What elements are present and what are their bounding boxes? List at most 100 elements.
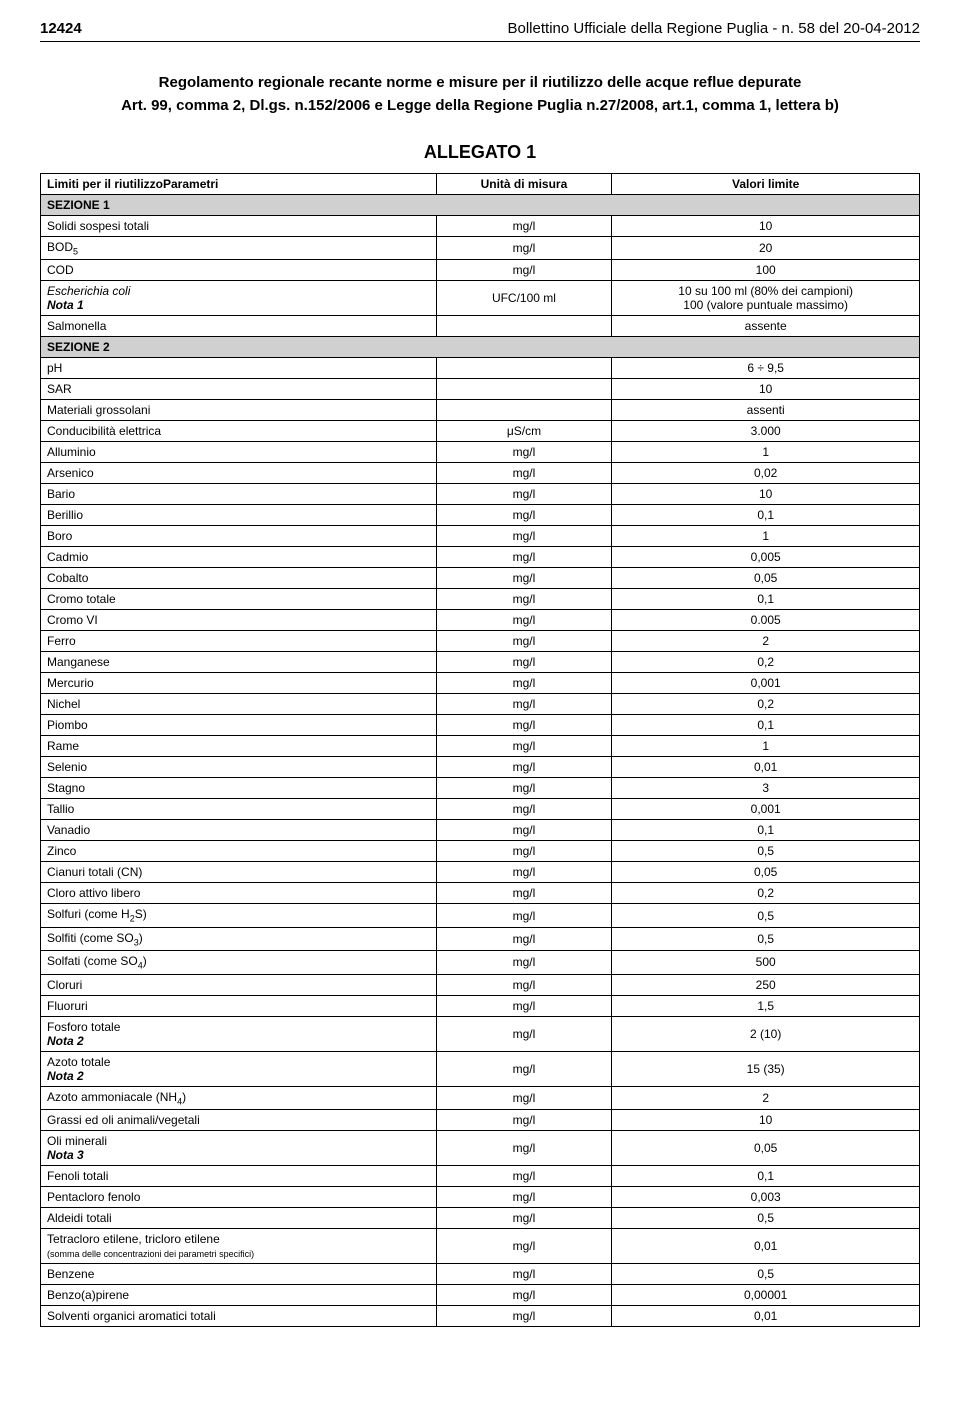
table-row: Cromo totalemg/l0,1 [41,589,920,610]
unit-cell: mg/l [436,1086,612,1109]
table-row: pH 6 ÷ 9,5 [41,358,920,379]
table-row: Azoto ammoniacale (NH4)mg/l2 [41,1086,920,1109]
param-cell: Pentacloro fenolo [41,1186,437,1207]
regulation-title: Regolamento regionale recante norme e mi… [40,72,920,117]
table-row: Stagnomg/l3 [41,778,920,799]
unit-cell: mg/l [436,799,612,820]
unit-cell: mg/l [436,1186,612,1207]
unit-cell [436,358,612,379]
title-line2: Art. 99, comma 2, Dl.gs. n.152/2006 e Le… [40,95,920,118]
unit-cell: UFC/100 ml [436,281,612,316]
table-row: Arsenicomg/l0,02 [41,463,920,484]
param-cell: Solventi organici aromatici totali [41,1305,437,1326]
value-cell: 0,01 [612,757,920,778]
unit-cell: mg/l [436,995,612,1016]
header-parametri: Limiti per il riutilizzoParametri [41,174,437,195]
unit-cell: mg/l [436,1207,612,1228]
param-cell: Fluoruri [41,995,437,1016]
unit-cell: mg/l [436,1305,612,1326]
table-row: Oli mineraliNota 3mg/l0,05 [41,1130,920,1165]
value-cell: 0,001 [612,799,920,820]
param-cell: Tetracloro etilene, tricloro etilene(som… [41,1228,437,1263]
param-cell: Solfuri (come H2S) [41,904,437,927]
table-row: Aldeidi totalimg/l0,5 [41,1207,920,1228]
value-cell: 1 [612,442,920,463]
table-row: Alluminiomg/l1 [41,442,920,463]
unit-cell: mg/l [436,1051,612,1086]
value-cell: 6 ÷ 9,5 [612,358,920,379]
value-cell: 2 [612,631,920,652]
value-cell: 0,05 [612,568,920,589]
param-cell: Materiali grossolani [41,400,437,421]
param-cell: Cromo totale [41,589,437,610]
unit-cell: mg/l [436,974,612,995]
param-cell: Fenoli totali [41,1165,437,1186]
value-cell: 0,1 [612,820,920,841]
param-cell: Cromo VI [41,610,437,631]
section-label: SEZIONE 2 [41,337,920,358]
allegato-heading: ALLEGATO 1 [40,142,920,163]
unit-cell: mg/l [436,1263,612,1284]
unit-cell: mg/l [436,1165,612,1186]
table-row: Clorurimg/l250 [41,974,920,995]
table-row: Berilliomg/l0,1 [41,505,920,526]
value-cell: 0,1 [612,1165,920,1186]
unit-cell: μS/cm [436,421,612,442]
value-cell: 0,1 [612,715,920,736]
table-row: Salmonellaassente [41,316,920,337]
value-cell: assenti [612,400,920,421]
param-cell: pH [41,358,437,379]
value-cell: 0,00001 [612,1284,920,1305]
unit-cell: mg/l [436,260,612,281]
value-cell: 1 [612,526,920,547]
table-row: Solfuri (come H2S)mg/l0,5 [41,904,920,927]
unit-cell: mg/l [436,568,612,589]
value-cell: 0,05 [612,1130,920,1165]
value-cell: 0,2 [612,883,920,904]
unit-cell: mg/l [436,1016,612,1051]
unit-cell: mg/l [436,589,612,610]
value-cell: 0,001 [612,673,920,694]
unit-cell: mg/l [436,694,612,715]
value-cell: 10 su 100 ml (80% dei campioni)100 (valo… [612,281,920,316]
param-cell: Rame [41,736,437,757]
param-cell: Grassi ed oli animali/vegetali [41,1109,437,1130]
value-cell: 0,5 [612,1263,920,1284]
value-cell: 0,003 [612,1186,920,1207]
value-cell: 10 [612,379,920,400]
table-row: Fluorurimg/l1,5 [41,995,920,1016]
unit-cell: mg/l [436,757,612,778]
unit-cell: mg/l [436,1284,612,1305]
table-row: Cloro attivo liberomg/l0,2 [41,883,920,904]
value-cell: 3.000 [612,421,920,442]
param-cell: Zinco [41,841,437,862]
unit-cell [436,316,612,337]
param-cell: Ferro [41,631,437,652]
value-cell: 500 [612,951,920,974]
table-row: Azoto totaleNota 2mg/l15 (35) [41,1051,920,1086]
param-cell: Escherichia coliNota 1 [41,281,437,316]
unit-cell: mg/l [436,526,612,547]
param-cell: Tallio [41,799,437,820]
param-cell: Boro [41,526,437,547]
param-cell: Cloro attivo libero [41,883,437,904]
table-row: Materiali grossolani assenti [41,400,920,421]
param-cell: Azoto ammoniacale (NH4) [41,1086,437,1109]
unit-cell: mg/l [436,652,612,673]
title-line1: Regolamento regionale recante norme e mi… [40,72,920,95]
param-cell: Bario [41,484,437,505]
param-cell: Nichel [41,694,437,715]
value-cell: 10 [612,216,920,237]
table-row: Ramemg/l1 [41,736,920,757]
param-cell: Azoto totaleNota 2 [41,1051,437,1086]
param-cell: Aldeidi totali [41,1207,437,1228]
table-row: Talliomg/l0,001 [41,799,920,820]
param-cell: BOD5 [41,237,437,260]
param-cell: Arsenico [41,463,437,484]
param-cell: Alluminio [41,442,437,463]
unit-cell: mg/l [436,237,612,260]
param-cell: Oli mineraliNota 3 [41,1130,437,1165]
param-cell: Solfiti (come SO3) [41,927,437,950]
value-cell: 0,2 [612,652,920,673]
value-cell: 0,05 [612,862,920,883]
